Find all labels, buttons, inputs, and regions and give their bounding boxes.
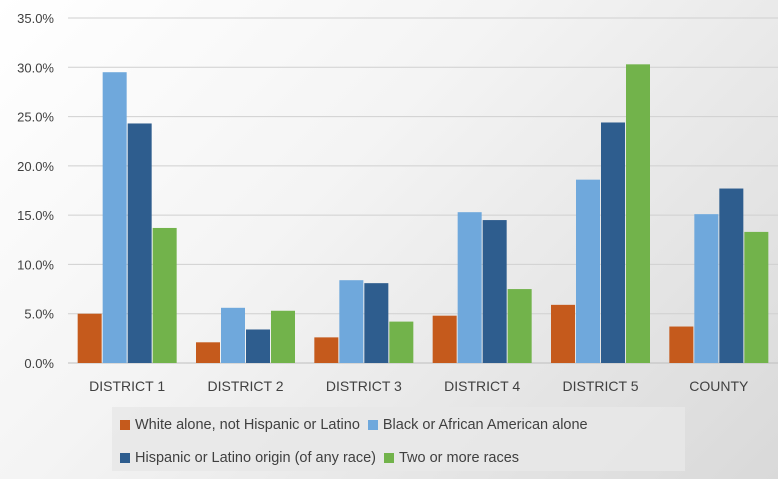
- x-category-label-4: DISTRICT 5: [563, 378, 639, 394]
- bar-district-1-series-1: [102, 72, 127, 363]
- legend-item-hispanic: Hispanic or Latino origin (of any race): [120, 450, 376, 466]
- legend-item-white: White alone, not Hispanic or Latino: [120, 417, 360, 433]
- bar-district-2-series-1: [221, 307, 245, 363]
- bar-district-3-series-0: [314, 337, 339, 363]
- bar-county-series-1: [694, 214, 719, 363]
- bar-district-5-series-2: [601, 122, 625, 363]
- bar-district-5-series-3: [626, 64, 650, 363]
- bar-district-4-series-1: [457, 212, 482, 363]
- x-category-label-3: DISTRICT 4: [444, 378, 520, 394]
- bar-district-4-series-2: [482, 220, 507, 363]
- legend-swatch-hispanic: [120, 453, 130, 463]
- bar-district-3-series-3: [389, 321, 414, 363]
- legend-item-black: Black or African American alone: [367, 417, 588, 433]
- bar-district-3-series-1: [339, 280, 364, 363]
- bar-county-series-2: [719, 188, 744, 363]
- legend-item-two-or-more: Two or more races: [383, 450, 520, 466]
- y-tick-label-5: 25.0%: [17, 110, 54, 125]
- x-category-label-5: COUNTY: [689, 378, 749, 394]
- x-category-label-2: DISTRICT 3: [326, 378, 402, 394]
- legend-label-black: Black or African American alone: [382, 417, 588, 433]
- y-tick-label-0: 0.0%: [24, 356, 54, 371]
- bar-district-4-series-0: [432, 315, 457, 363]
- legend: White alone, not Hispanic or Latino Blac…: [112, 407, 685, 471]
- bar-district-3-series-2: [364, 283, 389, 363]
- y-tick-label-1: 5.0%: [24, 307, 54, 322]
- y-tick-label-2: 10.0%: [17, 257, 54, 272]
- bar-district-2-series-2: [246, 329, 270, 363]
- legend-label-white: White alone, not Hispanic or Latino: [135, 417, 360, 433]
- bar-district-1-series-3: [152, 227, 177, 363]
- legend-swatch-two-or-more: [383, 453, 394, 463]
- bar-district-1-series-0: [77, 313, 102, 363]
- bar-district-5-series-1: [576, 179, 600, 363]
- legend-swatch-black: [367, 420, 378, 430]
- legend-swatch-white: [120, 420, 130, 430]
- bar-district-4-series-3: [507, 289, 532, 363]
- legend-row-2: Hispanic or Latino origin (of any race) …: [120, 449, 527, 467]
- bar-district-5-series-0: [551, 304, 575, 363]
- bar-county-series-3: [744, 231, 769, 363]
- bar-county-series-0: [669, 326, 694, 363]
- y-tick-label-6: 30.0%: [17, 60, 54, 75]
- y-tick-label-7: 35.0%: [17, 11, 54, 26]
- bar-district-2-series-3: [271, 310, 295, 363]
- y-tick-label-3: 15.0%: [17, 208, 54, 223]
- legend-label-two-or-more: Two or more races: [398, 450, 520, 466]
- y-tick-label-4: 20.0%: [17, 159, 54, 174]
- x-category-label-0: DISTRICT 1: [89, 378, 165, 394]
- bar-district-2-series-0: [196, 342, 220, 363]
- bar-district-1-series-2: [127, 123, 152, 363]
- x-category-label-1: DISTRICT 2: [208, 378, 284, 394]
- legend-row-1: White alone, not Hispanic or Latino Blac…: [120, 416, 596, 434]
- legend-label-hispanic: Hispanic or Latino origin (of any race): [135, 450, 376, 466]
